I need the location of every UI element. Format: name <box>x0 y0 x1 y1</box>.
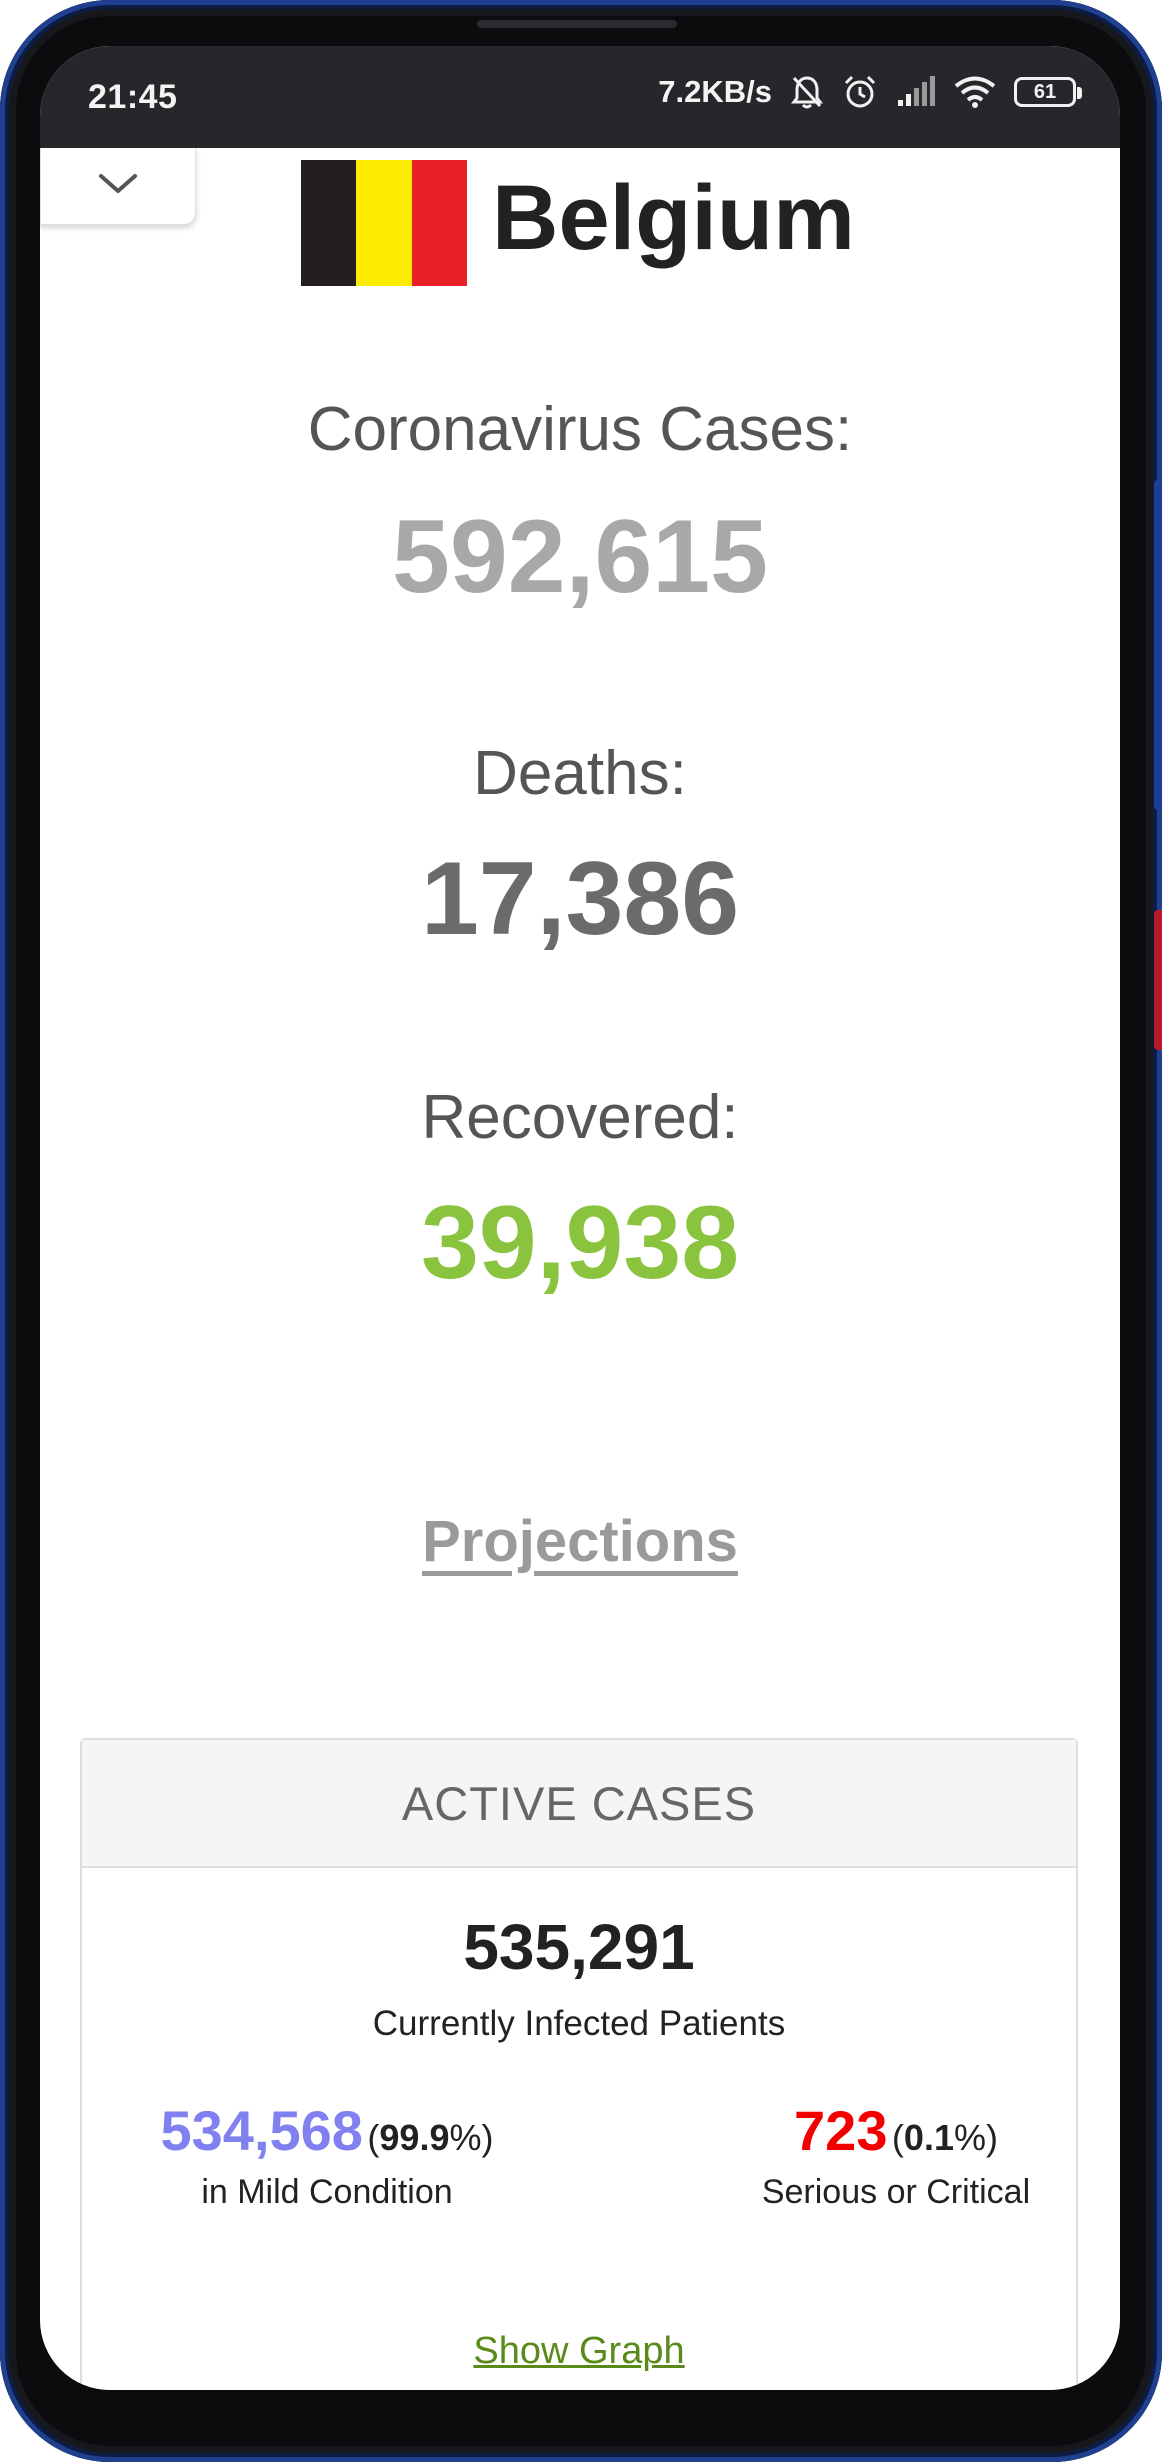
mild-percent-close: %) <box>449 2117 494 2158</box>
critical-condition-block: 723 (0.1%) Serious or Critical <box>746 2098 1046 2212</box>
recovered-label: Recovered: <box>421 1083 739 1152</box>
active-cases-panel: ACTIVE CASES 535,291 Currently Infected … <box>80 1738 1078 2390</box>
flag-stripe-black <box>301 160 357 286</box>
critical-caption: Serious or Critical <box>761 2173 1031 2211</box>
mild-percent-value: 99.9 <box>379 2117 450 2158</box>
flag-stripe-yellow <box>356 160 412 286</box>
country-name: Belgium <box>492 166 855 269</box>
cellular-signal-icon <box>896 76 936 108</box>
chevron-down-icon <box>96 171 140 202</box>
critical-percent: (0.1%) <box>892 2117 998 2158</box>
bell-muted-icon <box>790 74 824 110</box>
battery-icon: 61 <box>1014 77 1082 107</box>
critical-count: 723 <box>794 2099 888 2162</box>
status-bar: 21:45 7.2KB/s <box>40 46 1120 148</box>
phone-speaker <box>477 20 677 28</box>
power-button <box>1154 910 1162 1050</box>
mild-condition-block: 534,568 (99.9%) in Mild Condition <box>112 2098 542 2212</box>
recovered-value: 39,938 <box>420 1185 740 1301</box>
active-cases-total: 535,291 <box>463 1911 695 1983</box>
alarm-icon <box>842 74 878 110</box>
cases-value: 592,615 <box>392 499 768 615</box>
wifi-icon <box>954 75 996 109</box>
projections-link[interactable]: Projections <box>422 1509 738 1574</box>
mild-percent: (99.9%) <box>367 2117 493 2158</box>
flag-stripe-red <box>411 160 467 286</box>
mild-caption: in Mild Condition <box>201 2173 453 2211</box>
mild-percent-open: ( <box>367 2117 380 2158</box>
collapse-menu-button[interactable] <box>40 148 196 225</box>
critical-percent-close: %) <box>953 2117 998 2158</box>
page-content: Belgium Coronavirus Cases: 592,615 Death… <box>40 148 1120 2390</box>
volume-button <box>1154 480 1162 810</box>
country-flag <box>301 160 467 286</box>
network-speed: 7.2KB/s <box>658 74 772 109</box>
cases-label: Coronavirus Cases: <box>307 395 853 464</box>
deaths-value: 17,386 <box>420 841 740 957</box>
active-cases-caption: Currently Infected Patients <box>372 2004 786 2043</box>
show-graph-link[interactable]: Show Graph <box>473 2330 685 2372</box>
phone-screen: 21:45 7.2KB/s <box>40 46 1120 2390</box>
status-icons: 7.2KB/s <box>658 74 1082 110</box>
critical-percent-value: 0.1 <box>903 2117 954 2158</box>
active-cases-heading: ACTIVE CASES <box>82 1740 1076 1868</box>
deaths-label: Deaths: <box>473 739 687 808</box>
mild-count: 534,568 <box>160 2099 363 2162</box>
critical-percent-open: ( <box>891 2117 904 2158</box>
status-time: 21:45 <box>88 78 178 116</box>
